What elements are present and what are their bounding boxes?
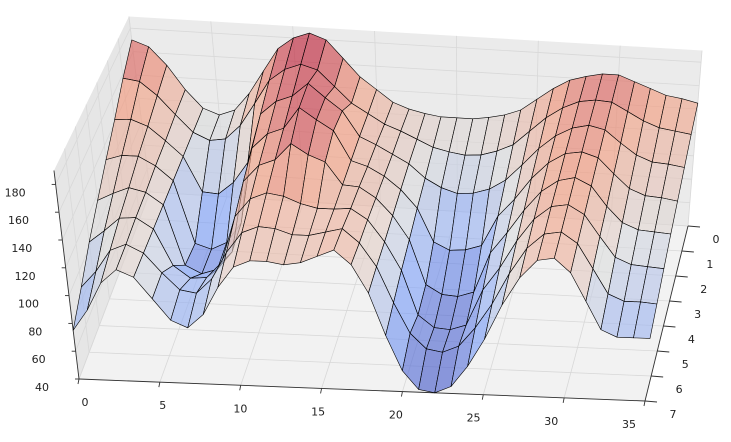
surface-face — [633, 301, 658, 339]
y-axis-line — [644, 225, 689, 402]
x-tick — [320, 388, 323, 394]
y-tick-label: 1 — [706, 258, 713, 271]
axis-lines — [51, 170, 701, 407]
z-tick-label: 160 — [8, 214, 29, 227]
x-tick — [400, 391, 403, 397]
x-axis-line — [78, 378, 646, 402]
x-tick — [158, 382, 161, 388]
x-tick-label: 10 — [233, 402, 247, 415]
y-tick-label: 7 — [670, 408, 677, 421]
y-tick — [651, 375, 664, 378]
grid-line — [64, 148, 90, 353]
x-tick-label: 25 — [467, 412, 481, 425]
z-tick-label: 40 — [35, 381, 49, 394]
grid-line — [58, 51, 134, 213]
x-tick-label: 15 — [311, 405, 325, 418]
z-tick-label: 180 — [5, 186, 26, 199]
z-axis-line — [53, 170, 80, 380]
z-tick-label: 60 — [32, 353, 46, 366]
x-tick-label: 35 — [622, 418, 636, 431]
x-tick — [481, 394, 484, 400]
y-tick — [681, 250, 694, 253]
x-tick-label: 5 — [159, 399, 166, 412]
x-tick-label: 20 — [389, 409, 403, 422]
grid-line — [99, 325, 658, 352]
x-tick — [562, 397, 565, 403]
y-tick — [687, 225, 701, 228]
z-tick-label: 100 — [18, 298, 39, 311]
z-tick-label: 120 — [15, 270, 36, 283]
y-tick-label: 6 — [676, 383, 683, 396]
grid-line — [130, 27, 702, 63]
x-tick — [77, 378, 80, 385]
y-tick — [644, 400, 658, 403]
y-tick-label: 2 — [700, 283, 707, 296]
grid-line — [687, 50, 703, 227]
y-tick-label: 5 — [682, 358, 689, 371]
x-tick — [239, 385, 242, 391]
tick-labels: 0 5 10 15 20 25 30 3501234567406080100120140160… — [5, 186, 720, 431]
y-tick — [675, 275, 688, 278]
surface — [72, 32, 699, 394]
x-tick-label: 30 — [544, 415, 558, 428]
z-tick-label: 140 — [11, 242, 32, 255]
x-tick — [643, 400, 646, 407]
y-tick — [663, 325, 676, 328]
grid-line — [55, 28, 131, 185]
y-tick-label: 3 — [694, 308, 701, 321]
y-tick-label: 0 — [713, 233, 720, 246]
y-tick-label: 4 — [688, 333, 695, 346]
z-tick-label: 80 — [28, 325, 42, 338]
grid-line — [89, 351, 652, 377]
y-tick — [669, 300, 682, 303]
x-tick-label: 0 — [82, 396, 89, 409]
y-tick — [657, 350, 670, 353]
